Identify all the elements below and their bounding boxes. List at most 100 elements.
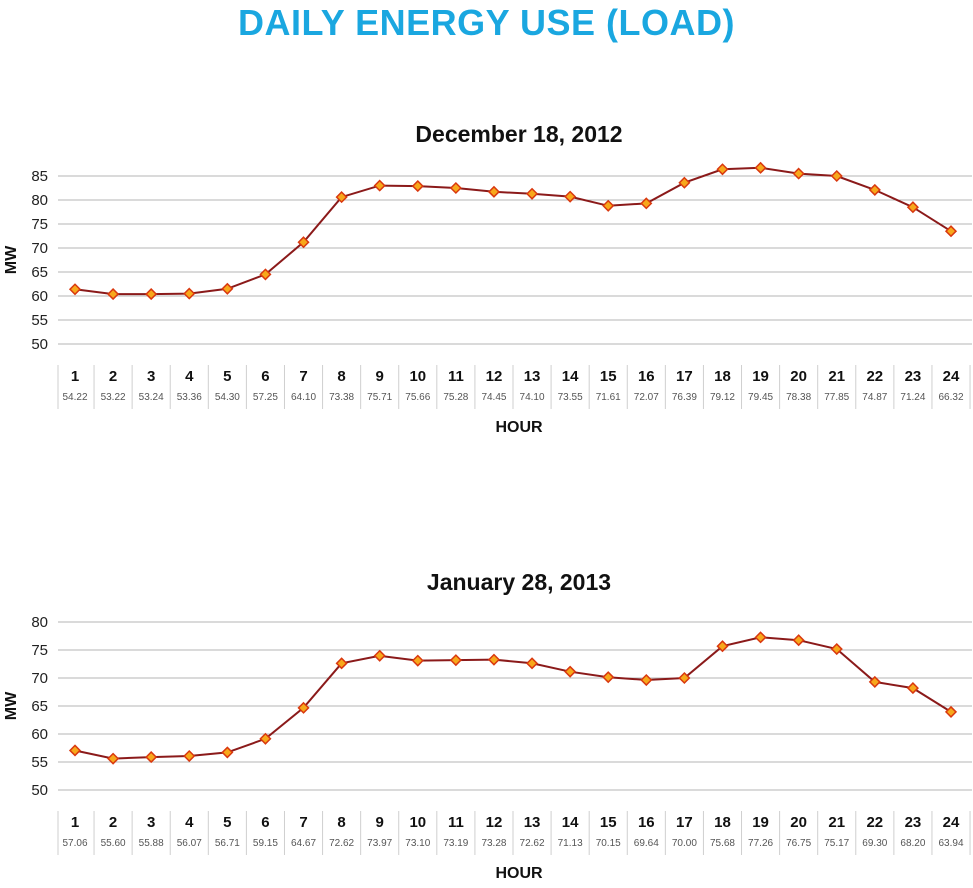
x-tick-label: 1: [71, 368, 79, 385]
x-tick-label: 6: [261, 368, 269, 385]
data-value-label: 73.10: [405, 838, 430, 849]
data-value-label: 75.17: [824, 838, 849, 849]
x-tick-label: 4: [185, 368, 194, 385]
x-tick-label: 7: [299, 368, 307, 385]
x-tick-label: 24: [943, 368, 960, 385]
y-tick-label: 80: [31, 614, 48, 631]
data-value-label: 69.64: [634, 838, 659, 849]
data-value-label: 54.30: [215, 392, 240, 403]
data-value-label: 70.00: [672, 838, 697, 849]
data-point-marker: [449, 181, 462, 195]
x-tick-label: 18: [714, 814, 731, 831]
data-value-label: 76.39: [672, 392, 697, 403]
data-value-label: 64.10: [291, 392, 316, 403]
x-tick-label: 20: [790, 368, 807, 385]
y-tick-label: 60: [31, 288, 48, 305]
data-value-label: 57.25: [253, 392, 278, 403]
data-value-label: 79.12: [710, 392, 735, 403]
data-value-label: 69.30: [862, 838, 887, 849]
y-tick-label: 75: [31, 642, 48, 659]
chart-title: January 28, 2013: [427, 569, 611, 595]
data-point-marker: [944, 705, 958, 718]
data-value-label: 66.32: [938, 392, 963, 403]
y-tick-label: 55: [31, 312, 48, 329]
x-tick-label: 8: [337, 814, 345, 831]
data-value-label: 53.24: [139, 392, 164, 403]
data-value-label: 74.45: [481, 392, 506, 403]
data-point-marker: [906, 201, 919, 214]
x-tick-label: 23: [905, 814, 922, 831]
y-tick-label: 85: [31, 168, 48, 185]
data-point-marker: [335, 657, 348, 670]
data-point-marker: [906, 682, 919, 695]
x-tick-label: 3: [147, 814, 155, 831]
x-tick-label: 23: [905, 368, 922, 385]
x-tick-label: 5: [223, 814, 231, 831]
data-value-label: 54.22: [62, 392, 87, 403]
data-value-label: 79.45: [748, 392, 773, 403]
x-tick-label: 21: [828, 368, 845, 385]
data-point-marker: [868, 183, 881, 196]
data-point-marker: [335, 191, 348, 204]
x-tick-label: 14: [562, 814, 579, 831]
data-point-marker: [487, 653, 501, 666]
x-tick-label: 5: [223, 368, 231, 385]
y-tick-label: 55: [31, 754, 48, 771]
data-point-marker: [411, 180, 424, 193]
data-point-marker: [564, 190, 577, 203]
x-tick-label: 4: [185, 814, 194, 831]
data-point-marker: [640, 673, 653, 687]
chart-january-28-2013: January 28, 2013MW50556065707580157.0625…: [3, 569, 972, 882]
data-point-marker: [716, 640, 729, 653]
y-tick-label: 70: [31, 670, 48, 687]
data-point-marker: [449, 654, 462, 667]
data-value-label: 57.06: [62, 838, 87, 849]
data-point-marker: [525, 187, 539, 200]
data-point-marker: [792, 167, 805, 180]
x-tick-label: 22: [866, 814, 883, 831]
data-point-marker: [221, 746, 234, 759]
x-tick-label: 20: [790, 814, 807, 831]
x-tick-label: 22: [866, 368, 883, 385]
x-tick-label: 17: [676, 368, 693, 385]
data-point-marker: [830, 169, 843, 183]
data-value-label: 56.71: [215, 838, 240, 849]
data-point-marker: [259, 732, 272, 745]
data-value-label: 77.85: [824, 392, 849, 403]
data-point-marker: [297, 701, 310, 714]
data-value-label: 72.62: [520, 838, 545, 849]
y-tick-label: 65: [31, 264, 48, 281]
data-value-label: 71.24: [900, 392, 925, 403]
data-point-marker: [145, 288, 158, 301]
x-tick-label: 21: [828, 814, 845, 831]
x-tick-label: 18: [714, 368, 731, 385]
data-value-label: 63.94: [938, 838, 963, 849]
x-tick-label: 2: [109, 368, 117, 385]
data-value-label: 77.26: [748, 838, 773, 849]
x-tick-label: 17: [676, 814, 693, 831]
data-point-marker: [221, 282, 234, 295]
x-tick-label: 10: [409, 368, 426, 385]
x-tick-label: 16: [638, 814, 655, 831]
data-point-marker: [640, 197, 653, 210]
chart-december-18-2012: December 18, 2012MW5055606570758085154.2…: [3, 121, 972, 436]
data-value-label: 78.38: [786, 392, 811, 403]
x-tick-label: 9: [376, 814, 384, 831]
data-value-label: 75.68: [710, 838, 735, 849]
data-value-label: 75.71: [367, 392, 392, 403]
data-point-marker: [944, 225, 958, 238]
data-value-label: 59.15: [253, 838, 278, 849]
data-point-marker: [678, 176, 691, 189]
data-value-label: 55.60: [101, 838, 126, 849]
data-value-label: 74.87: [862, 392, 887, 403]
data-value-label: 68.20: [900, 838, 925, 849]
y-tick-label: 65: [31, 698, 48, 715]
x-tick-label: 9: [376, 368, 384, 385]
x-tick-label: 15: [600, 814, 617, 831]
page-title: DAILY ENERGY USE (LOAD): [238, 2, 735, 43]
x-axis-label: HOUR: [495, 419, 543, 436]
x-tick-label: 19: [752, 368, 769, 385]
data-point-marker: [754, 161, 767, 174]
x-tick-label: 7: [299, 814, 307, 831]
data-value-label: 53.36: [177, 392, 202, 403]
